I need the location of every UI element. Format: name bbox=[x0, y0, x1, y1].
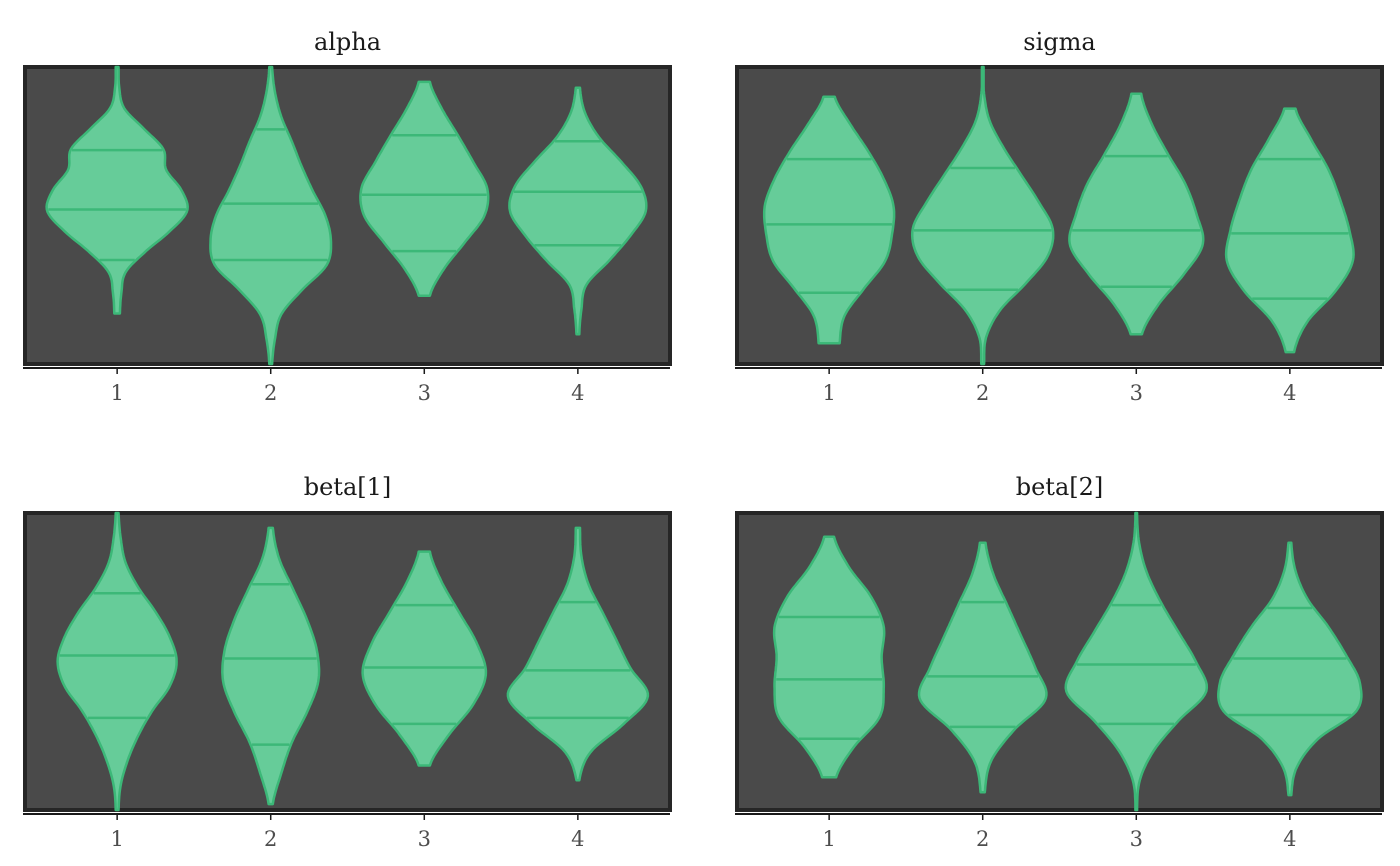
violin-3 bbox=[361, 550, 488, 767]
x-tick-label: 1 bbox=[822, 381, 835, 405]
panel-title: sigma bbox=[1023, 28, 1095, 56]
x-tick-label: 4 bbox=[1283, 827, 1296, 851]
x-tick-label: 3 bbox=[418, 827, 431, 851]
panel-3: beta[1] 1 2 3 4 bbox=[23, 473, 672, 851]
x-tick-label: 1 bbox=[110, 827, 123, 851]
panel-2: sigma 1 2 3 4 bbox=[735, 28, 1384, 405]
x-tick-label: 1 bbox=[110, 381, 123, 405]
violin-2 bbox=[917, 541, 1048, 794]
violin-4 bbox=[1224, 107, 1355, 354]
panel-title: beta[1] bbox=[304, 473, 392, 501]
x-tick-label: 2 bbox=[264, 827, 277, 851]
violin-3 bbox=[1068, 92, 1205, 336]
violin-2 bbox=[209, 65, 333, 366]
violin-1 bbox=[56, 511, 178, 812]
panel-4: beta[2] 1 2 3 4 bbox=[735, 473, 1384, 851]
violin-4 bbox=[1217, 541, 1363, 797]
x-tick-label: 2 bbox=[264, 381, 277, 405]
x-tick-label: 2 bbox=[976, 381, 989, 405]
violin-4 bbox=[508, 86, 648, 336]
x-tick-label: 3 bbox=[1130, 381, 1143, 405]
x-tick-label: 4 bbox=[1283, 381, 1296, 405]
violin-2 bbox=[221, 526, 321, 806]
panel-title: alpha bbox=[314, 28, 381, 56]
panel-title: beta[2] bbox=[1016, 473, 1104, 501]
violin-3 bbox=[1064, 511, 1209, 812]
x-tick-label: 4 bbox=[571, 827, 584, 851]
x-tick-label: 4 bbox=[571, 381, 584, 405]
violin-1 bbox=[45, 65, 189, 315]
x-tick-label: 2 bbox=[976, 827, 989, 851]
x-tick-label: 1 bbox=[822, 827, 835, 851]
panel-1: alpha 1 2 3 4 bbox=[23, 28, 672, 405]
x-tick-label: 3 bbox=[1130, 827, 1143, 851]
x-tick-label: 3 bbox=[418, 381, 431, 405]
violin-1 bbox=[772, 535, 886, 779]
